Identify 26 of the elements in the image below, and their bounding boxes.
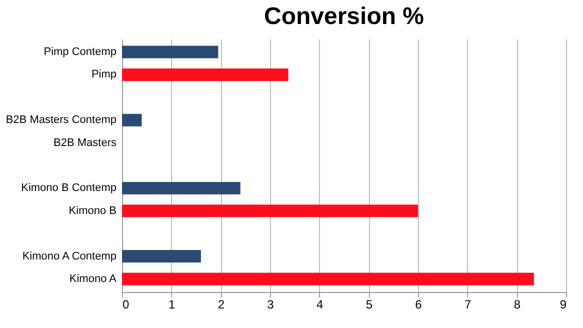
y-tick-label: B2B Masters [54,136,117,149]
bar [122,68,288,81]
bar [122,46,218,58]
x-tick-label: 4 [316,298,324,312]
y-tick-label: Kimono B Contemp [21,182,116,194]
y-tick-label: Kimono B [68,204,116,217]
y-tick-label: Kimono A [69,272,118,285]
y-tick-label: B2B Masters Contemp [6,114,116,126]
chart-title: Conversion % [264,3,424,30]
y-tick-label: Kimono A Contemp [22,250,116,262]
y-tick-label: Pimp [91,68,116,81]
x-tick-label: 6 [415,298,422,312]
x-tick-label: 8 [514,298,521,312]
x-tick-label: 2 [218,298,225,312]
bar [122,114,142,126]
x-tick-label: 5 [366,298,373,312]
x-tick-label: 3 [267,298,274,312]
y-tick-label: Pimp Contemp [44,46,116,58]
x-tick-label: 7 [464,298,472,312]
bar [122,272,534,286]
bar [122,204,418,218]
x-tick-label: 0 [122,298,130,312]
bar [122,182,240,194]
x-tick-label: 1 [168,298,176,312]
x-tick-label: 9 [560,298,567,312]
bar [122,250,201,262]
